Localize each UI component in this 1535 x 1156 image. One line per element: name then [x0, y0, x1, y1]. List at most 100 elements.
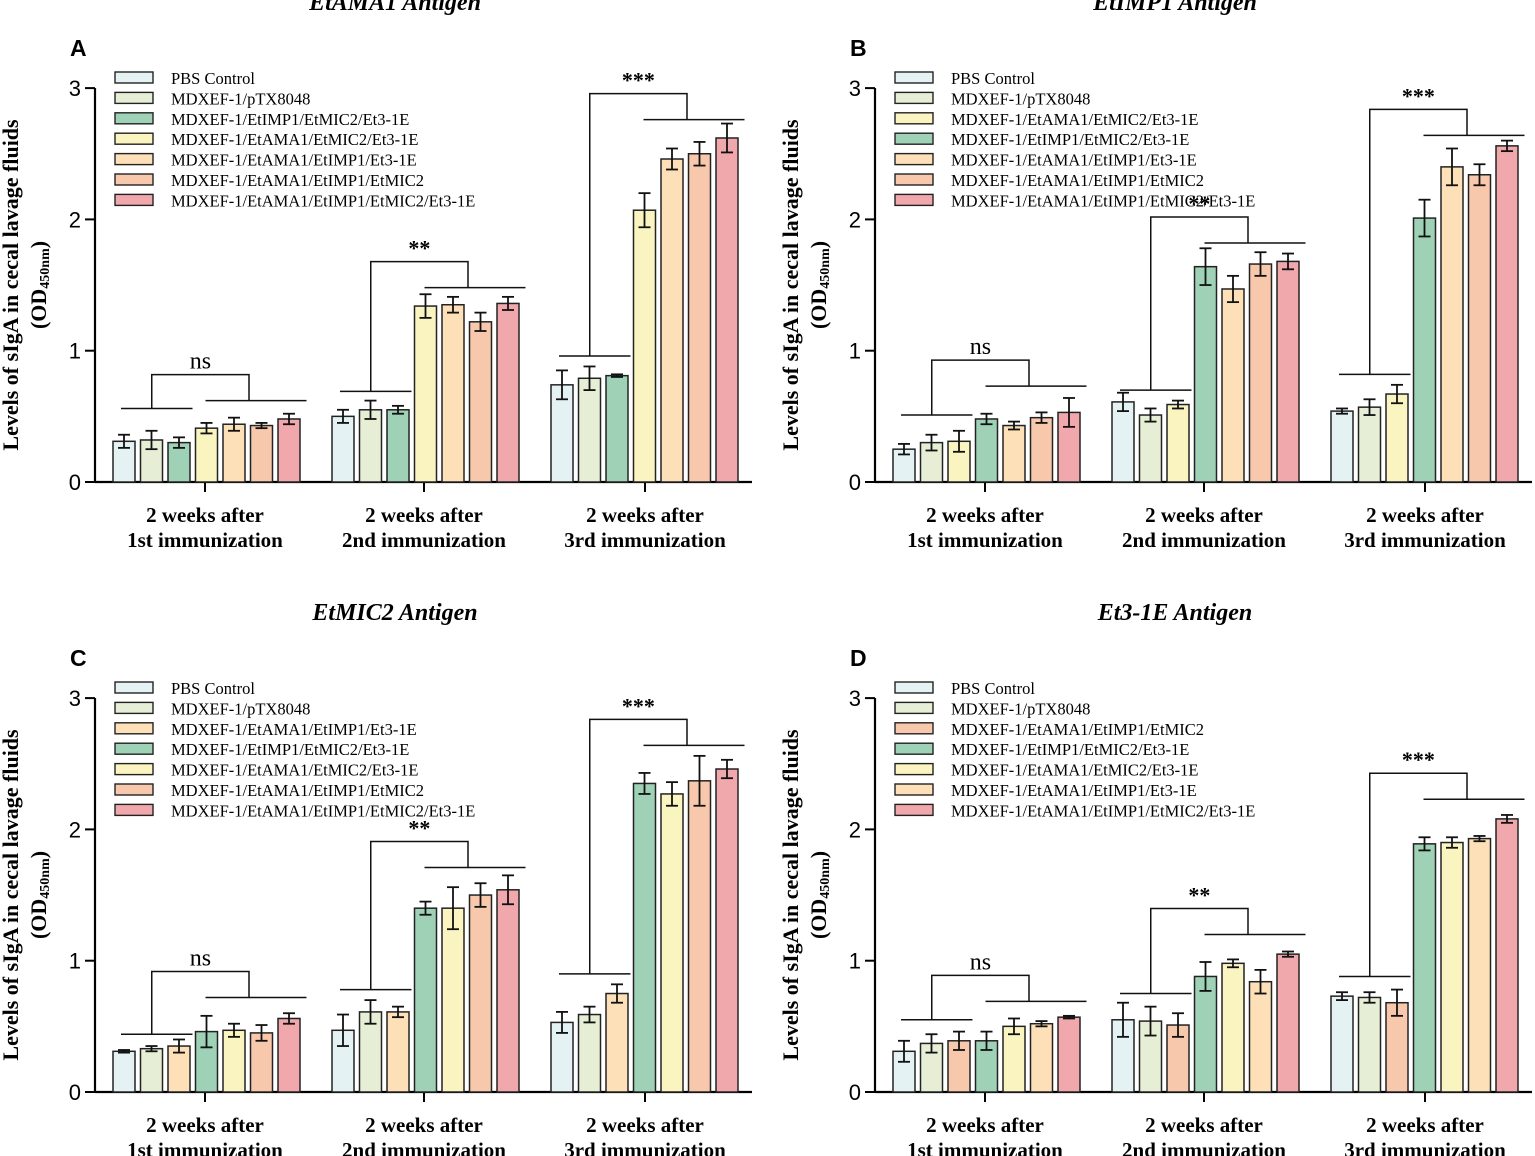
- bar: [1276, 953, 1300, 1093]
- bar: [1385, 393, 1409, 483]
- sig-label: **: [1188, 882, 1210, 907]
- x-tick-label-line2: 2nd immunization: [1122, 528, 1286, 552]
- sig-bracket: [370, 260, 469, 392]
- sig-bracket: [589, 92, 688, 356]
- bar: [687, 153, 712, 483]
- y-tick-label: 1: [69, 339, 81, 364]
- y-tick-label: 2: [69, 207, 81, 232]
- bar: [974, 418, 999, 483]
- x-tick-label-line1: 2 weeks after: [365, 503, 483, 527]
- bar: [1248, 263, 1273, 483]
- legend-swatch: [894, 783, 934, 796]
- x-tick-label-line2: 3rd immunization: [564, 528, 726, 552]
- bar: [249, 424, 274, 483]
- legend-swatch: [894, 173, 934, 186]
- y-axis-unit: (OD450nm): [26, 241, 53, 329]
- legend-label: MDXEF-1/pTX8048: [951, 699, 1090, 718]
- bar: [1029, 1022, 1054, 1093]
- bar: [1193, 265, 1218, 483]
- bar: [1330, 410, 1354, 483]
- bar: [1357, 996, 1382, 1093]
- legend-swatch: [114, 803, 154, 817]
- bar: [331, 415, 355, 483]
- sig-bracket: [370, 840, 469, 990]
- legend-label: MDXEF-1/EtAMA1/EtMIC2/Et3-1E: [171, 761, 419, 780]
- bar: [632, 782, 657, 1093]
- legend-label: PBS Control: [171, 679, 255, 698]
- x-tick-label-line1: 2 weeks after: [926, 1113, 1044, 1137]
- bar: [660, 793, 684, 1093]
- y-tick-label: 1: [849, 339, 861, 364]
- bar: [1248, 980, 1273, 1093]
- bar: [1330, 995, 1354, 1093]
- y-axis-unit: (OD450nm): [26, 851, 53, 939]
- legend-swatch: [894, 193, 934, 207]
- bar: [1057, 1016, 1081, 1093]
- y-tick-label: 3: [849, 686, 861, 711]
- legend-label: MDXEF-1/EtIMP1/EtMIC2/Et3-1E: [171, 740, 409, 759]
- legend-label: MDXEF-1/EtAMA1/EtMIC2/Et3-1E: [171, 130, 419, 149]
- legend-label: MDXEF-1/EtAMA1/EtIMP1/Et3-1E: [171, 720, 417, 739]
- sig-bracket: [1369, 772, 1468, 977]
- y-axis-unit-subscript: 450nm: [818, 248, 833, 289]
- bar: [1440, 166, 1464, 483]
- bar: [687, 780, 712, 1093]
- x-tick-label-line1: 2 weeks after: [146, 503, 264, 527]
- legend-label: PBS Control: [171, 69, 255, 88]
- y-axis-title: Levels of sIgA in cecal lavage fluids: [0, 729, 23, 1061]
- y-tick-label: 2: [849, 207, 861, 232]
- bar: [715, 768, 739, 1093]
- x-tick-label-line1: 2 weeks after: [1145, 1113, 1263, 1137]
- y-tick-label: 2: [69, 817, 81, 842]
- panel-a: EtAMA1 Antigen A Levels of sIgA in cecal l…: [0, 0, 752, 552]
- bar: [1440, 841, 1464, 1093]
- legend-label: MDXEF-1/EtAMA1/EtIMP1/EtMIC2/Et3-1E: [951, 801, 1255, 820]
- x-tick-label-line2: 2nd immunization: [1122, 1138, 1286, 1156]
- y-tick-label: 3: [69, 686, 81, 711]
- panel-letter: D: [850, 645, 867, 671]
- bar: [605, 992, 629, 1093]
- sig-bracket: [1369, 108, 1468, 375]
- bar: [139, 1047, 164, 1093]
- panel-title: Et3-1E Antigen: [1097, 600, 1252, 626]
- panel-title: EtAMA1 Antigen: [308, 0, 481, 16]
- legend-swatch: [894, 803, 934, 817]
- bar: [468, 894, 493, 1093]
- bar: [468, 321, 493, 483]
- legend-label: MDXEF-1/EtIMP1/EtMIC2/Et3-1E: [951, 130, 1189, 149]
- bar: [1221, 288, 1245, 483]
- sig-label: **: [408, 815, 430, 840]
- bar: [413, 305, 438, 483]
- legend-swatch: [114, 701, 154, 715]
- legend-label: MDXEF-1/pTX8048: [171, 699, 310, 718]
- legend-swatch: [114, 681, 154, 694]
- bar: [496, 889, 520, 1093]
- y-axis-unit-subscript: 450nm: [38, 248, 53, 289]
- bar: [496, 302, 520, 483]
- y-tick-label: 0: [69, 470, 81, 495]
- y-axis-unit: (OD450nm): [806, 241, 833, 329]
- bar: [1495, 145, 1519, 483]
- panel-title: EtIMP1 Antigen: [1092, 0, 1257, 16]
- bar: [715, 137, 739, 483]
- y-axis-title: Levels of sIgA in cecal lavage fluids: [778, 119, 803, 451]
- x-tick-label-line1: 2 weeks after: [586, 503, 704, 527]
- legend-swatch: [894, 722, 934, 735]
- x-tick-label-line2: 3rd immunization: [1344, 528, 1506, 552]
- x-tick-label-line2: 3rd immunization: [1344, 1138, 1506, 1156]
- y-tick-label: 1: [849, 949, 861, 974]
- legend-label: MDXEF-1/EtAMA1/EtIMP1/EtMIC2: [171, 171, 424, 190]
- bar: [1467, 837, 1492, 1093]
- bar: [1467, 174, 1492, 483]
- legend-swatch: [894, 742, 934, 755]
- legend-swatch: [894, 152, 934, 166]
- sig-label: **: [1188, 191, 1210, 216]
- y-axis-unit-prefix: (OD: [806, 289, 831, 329]
- x-tick-label-line1: 2 weeks after: [1366, 1113, 1484, 1137]
- legend-label: MDXEF-1/EtAMA1/EtIMP1/Et3-1E: [951, 781, 1197, 800]
- bar: [194, 427, 219, 483]
- y-tick-label: 1: [69, 949, 81, 974]
- legend-swatch: [894, 71, 934, 84]
- x-tick-label-line1: 2 weeks after: [1145, 503, 1263, 527]
